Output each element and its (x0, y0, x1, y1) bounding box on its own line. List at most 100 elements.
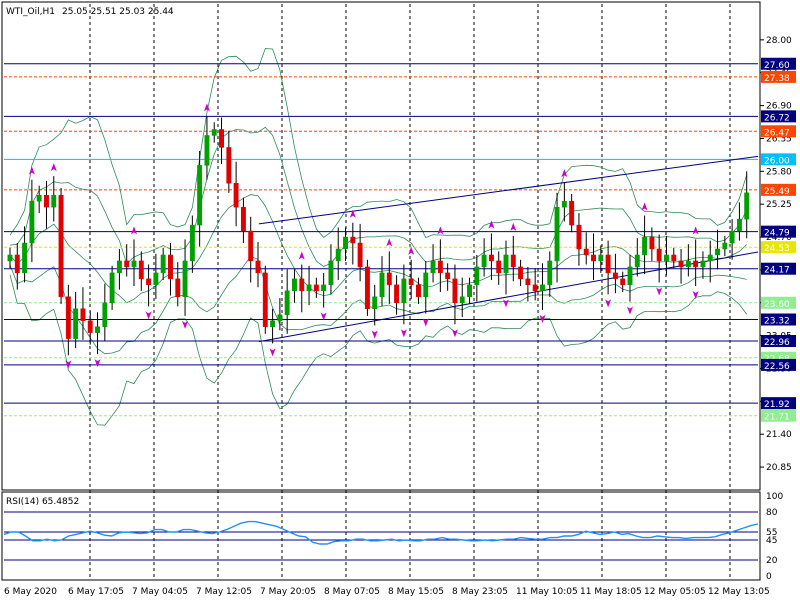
fractal-down-icon (422, 318, 429, 327)
level-labels: 27.60 27.38 26.72 26.47 26.00 25.49 24.79 24.53… (761, 57, 796, 423)
candle-body (729, 230, 735, 244)
candle-body (715, 248, 720, 256)
rsi-scale-label: 45 (766, 536, 777, 546)
candle-body (102, 302, 108, 327)
candle-body (525, 278, 531, 286)
candle-body (87, 320, 93, 333)
candle-body (138, 260, 144, 280)
rsi-scale-label: 20 (766, 556, 778, 566)
candle-body (175, 278, 181, 298)
trendline (258, 251, 759, 343)
candle-body (277, 314, 283, 321)
level-label: 24.17 (764, 266, 790, 276)
candle-body (14, 254, 20, 274)
level-label-bg (761, 110, 796, 123)
candle-body (693, 260, 699, 268)
fractal-up-icon (349, 209, 356, 218)
candle-body (29, 200, 35, 244)
level-label-bg (761, 335, 796, 348)
candle-body (474, 266, 480, 286)
candle-body (649, 236, 655, 250)
candle-body (168, 254, 173, 280)
candle-body (598, 254, 604, 262)
x-tick-label: 8 May 15:05 (388, 587, 444, 597)
fractal-down-icon (627, 306, 633, 315)
fractal-up-icon (641, 202, 648, 211)
candle-body (219, 129, 224, 148)
candle-body (116, 260, 122, 274)
candle-body (744, 192, 750, 220)
level-label: 25.49 (764, 187, 790, 197)
candle-body (204, 135, 210, 166)
x-tick-label: 6 May 17:05 (68, 587, 124, 597)
time-axis: 6 May 2020 6 May 17:05 7 May 04:05 7 May 12… (4, 587, 770, 597)
fractal-down-icon (182, 320, 189, 329)
candle-body (707, 254, 713, 262)
candle-body (240, 206, 246, 232)
fractal-down-icon (145, 311, 152, 320)
candle-body (270, 320, 276, 327)
candle-body (510, 254, 516, 268)
candle-body (386, 272, 392, 286)
candle-body (591, 254, 596, 262)
x-tick-label: 11 May 18:05 (580, 587, 642, 597)
candle-body (416, 284, 421, 298)
candle-body (372, 296, 378, 309)
x-tick-label: 12 May 05:05 (644, 587, 706, 597)
fractal-down-icon (371, 330, 378, 339)
fractal-down-icon (656, 287, 663, 296)
symbol-timeframe: WTI_Oil,H1 (6, 7, 55, 17)
candle-body (211, 129, 217, 136)
candle-body (518, 266, 524, 280)
rsi-scale-label: 80 (766, 508, 778, 518)
candle-body (197, 165, 203, 226)
level-label: 27.60 (764, 61, 790, 71)
x-tick-label: 6 May 2020 (4, 587, 57, 597)
rsi-label: RSI(14) 65.4852 (6, 497, 79, 507)
candles (7, 116, 750, 356)
y-tick-label: 21.40 (766, 430, 792, 440)
candle-body (671, 254, 677, 262)
horizontal-levels (4, 63, 758, 417)
candle-body (109, 272, 115, 304)
fractal-up-icon (561, 169, 568, 178)
candle-body (328, 260, 334, 286)
candle-body (379, 272, 385, 298)
x-tick-label: 12 May 13:05 (708, 587, 770, 597)
candle-body (182, 260, 188, 298)
trendlines (258, 155, 759, 343)
candle-body (262, 272, 268, 327)
candle-body (467, 284, 472, 298)
candle-body (540, 284, 545, 292)
candle-body (306, 284, 312, 292)
candle-body (620, 278, 626, 286)
candle-body (153, 272, 159, 286)
level-label-bg (761, 183, 796, 196)
y-tick-label: 24.70 (766, 233, 792, 243)
level-label: 24.79 (764, 229, 790, 239)
level-label: 26.47 (764, 128, 790, 138)
candle-body (430, 260, 436, 274)
candle-body (561, 200, 567, 208)
level-label-bg (761, 262, 796, 275)
band-line (9, 48, 748, 238)
candle-body (364, 266, 370, 309)
fractal-down-icon (451, 329, 458, 338)
y-tick-label: 26.90 (766, 102, 792, 112)
fractal-markers (28, 103, 699, 369)
level-label-bg (761, 225, 796, 238)
candle-body (124, 260, 130, 268)
y-tick-label: 25.25 (766, 200, 792, 210)
candle-body (22, 242, 28, 274)
level-label-bg (761, 313, 796, 326)
candle-body (313, 284, 319, 292)
y-tick-label: 25.80 (766, 167, 792, 177)
candle-body (437, 260, 443, 274)
level-label: 22.56 (764, 362, 790, 372)
fractal-up-icon (510, 222, 517, 231)
y-tick-label: 26.35 (766, 134, 792, 144)
candle-body (95, 326, 100, 333)
candle-body (73, 308, 79, 339)
